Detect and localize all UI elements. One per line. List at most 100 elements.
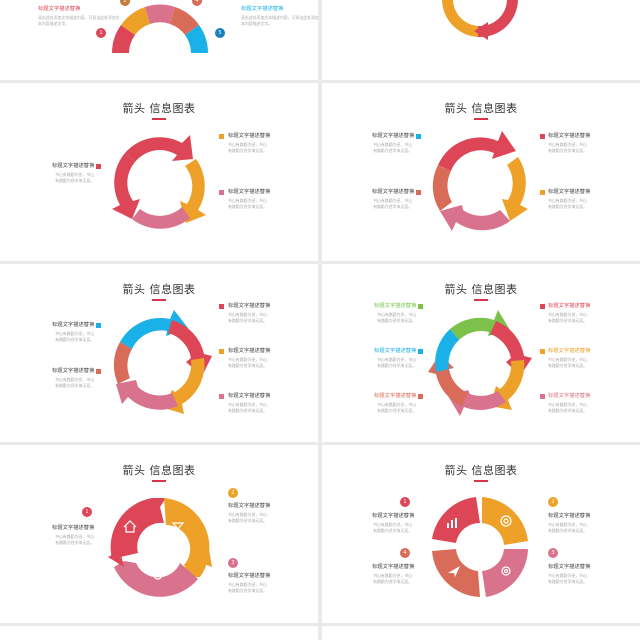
item-desc: 书山有路勤为径，书山 有路勤为径学海无涯。 bbox=[377, 312, 416, 323]
item-desc: 书山有路勤为径，书山 有路勤为径学海无涯。 bbox=[55, 331, 94, 342]
item-desc: 双击此处添加文本描述内容，可双击此处添加文本内容描述文字。 bbox=[241, 15, 318, 26]
legend-marker bbox=[540, 304, 545, 309]
flower-icon bbox=[171, 522, 185, 533]
gear-icon bbox=[153, 570, 163, 580]
item-desc: 书山有路勤为径，书山 有路勤为径学海无涯。 bbox=[373, 522, 412, 533]
legend-marker bbox=[540, 190, 545, 195]
item-desc: 书山有路勤为径，书山 有路勤为径学海无涯。 bbox=[55, 534, 94, 545]
item-desc: 书山有路勤为径，书山 有路勤为径学海无涯。 bbox=[228, 357, 267, 368]
item-desc: 书山有路勤为径，书山 有路勤为径学海无涯。 bbox=[548, 402, 587, 413]
item-title: 标题文字描述替换 bbox=[228, 303, 271, 309]
legend-marker bbox=[219, 349, 224, 354]
arrow-ring-chart bbox=[442, 0, 518, 40]
badge-4: 4 bbox=[192, 0, 202, 6]
legend-marker bbox=[540, 349, 545, 354]
item-title: 标题文字描述替换 bbox=[374, 348, 417, 354]
slide-6[interactable]: 箭头 信息图表 标题文字描述替换 书山有路勤为径，书山 有路勤为径学海无涯。 标题… bbox=[322, 264, 640, 442]
item-desc: 书山有路勤为径，书山 有路勤为径学海无涯。 bbox=[377, 402, 416, 413]
item-desc: 书山有路勤为径，书山 有路勤为径学海无涯。 bbox=[377, 357, 416, 368]
gear-icon bbox=[501, 566, 511, 576]
item-title: 标题文字描述替换 bbox=[548, 393, 591, 399]
segmented-ring-chart bbox=[108, 498, 212, 597]
slide-title: 箭头 信息图表 bbox=[444, 283, 518, 296]
badge-1: 1 bbox=[96, 28, 106, 38]
home-icon bbox=[123, 520, 137, 533]
slide-title: 箭头 信息图表 bbox=[122, 464, 196, 477]
badge-2: 2 bbox=[548, 497, 558, 507]
chart-icon bbox=[447, 518, 457, 528]
item-title: 标题文字描述替换 bbox=[374, 303, 417, 309]
item-title: 标题文字描述替换 bbox=[548, 189, 591, 195]
item-title: 标题文字描述替换 bbox=[52, 163, 95, 169]
legend-marker bbox=[219, 394, 224, 399]
legend-marker bbox=[96, 323, 101, 328]
slide-title: 箭头 信息图表 bbox=[444, 464, 518, 477]
slide-5[interactable]: 箭头 信息图表 标题文字描述替换 书山有路勤为径，书山 有路勤为径学海无涯。 标题… bbox=[0, 264, 318, 442]
item-title: 标题文字描述替换 bbox=[52, 368, 95, 374]
arrow-cycle-chart bbox=[113, 310, 212, 414]
arrow-cycle-chart bbox=[112, 135, 206, 229]
item-desc: 书山有路勤为径，书山 有路勤为径学海无涯。 bbox=[228, 312, 267, 323]
item-title: 标题文字描述替换 bbox=[374, 393, 417, 399]
slide-title: 箭头 信息图表 bbox=[444, 102, 518, 115]
slide-title: 箭头 信息图表 bbox=[122, 102, 196, 115]
item-desc: 书山有路勤为径，书山 有路勤为径学海无涯。 bbox=[228, 142, 267, 153]
slide-title: 箭头 信息图表 bbox=[122, 283, 196, 296]
badge-3: 3 bbox=[548, 548, 558, 558]
item-title: 标题文字描述替换 bbox=[372, 189, 415, 195]
item-desc: 双击此处添加文本描述内容，可双击此处添加文本内容描述文字。 bbox=[38, 15, 120, 26]
legend-marker bbox=[219, 304, 224, 309]
item-desc: 书山有路勤为径，书山 有路勤为径学海无涯。 bbox=[373, 198, 412, 209]
legend-marker bbox=[540, 134, 545, 139]
legend-marker bbox=[219, 190, 224, 195]
title-underline bbox=[474, 299, 488, 301]
plane-icon bbox=[448, 566, 460, 577]
item-title: 标题文字描述替换 bbox=[548, 564, 591, 570]
segmented-ring-chart bbox=[432, 497, 528, 597]
badge-5: 5 bbox=[215, 28, 225, 38]
item-title: 标题文字描述替换 bbox=[228, 189, 271, 195]
item-desc: 书山有路勤为径，书山 有路勤为径学海无涯。 bbox=[548, 573, 587, 584]
legend-marker bbox=[418, 349, 423, 354]
item-desc: 书山有路勤为径，书山 有路勤为径学海无涯。 bbox=[548, 198, 587, 209]
slide-1[interactable]: 标题文字描述替换 双击此处添加文本描述内容，可双击此处添加文本内容描述文字。 标… bbox=[0, 0, 318, 80]
legend-marker bbox=[418, 394, 423, 399]
item-desc: 书山有路勤为径，书山 有路勤为径学海无涯。 bbox=[55, 377, 94, 388]
legend-marker bbox=[96, 369, 101, 374]
item-title: 标题文字描述替换 bbox=[548, 513, 591, 519]
title-underline bbox=[474, 480, 488, 482]
item-title: 标题文字描述替换 bbox=[372, 513, 415, 519]
item-title: 标题文字描述替换 bbox=[372, 133, 415, 139]
arrow-cycle-chart bbox=[432, 131, 528, 231]
badge-2: 2 bbox=[120, 0, 130, 6]
slide-9[interactable] bbox=[0, 626, 318, 640]
item-title: 标题文字描述替换 bbox=[548, 348, 591, 354]
badge-4: 4 bbox=[400, 548, 410, 558]
item-title: 标题文字描述替换 bbox=[52, 525, 95, 531]
item-title: 标题文字描述替换 bbox=[38, 6, 81, 12]
badge-3: 3 bbox=[228, 558, 238, 568]
item-desc: 书山有路勤为径，书山 有路勤为径学海无涯。 bbox=[548, 357, 587, 368]
legend-marker bbox=[418, 304, 423, 309]
slide-7[interactable]: 箭头 信息图表 1 标题文字描述替换 书山有路勤为径，书山 有路勤为径学海无涯。 … bbox=[0, 445, 318, 623]
item-title: 标题文字描述替换 bbox=[241, 6, 284, 12]
legend-marker bbox=[416, 134, 421, 139]
item-title: 标题文字描述替换 bbox=[52, 322, 95, 328]
title-underline bbox=[474, 118, 488, 120]
slide-8[interactable]: 箭头 信息图表 1 标题文字描述替换 书山有路勤为径，书山 有路 bbox=[322, 445, 640, 623]
slide-2[interactable] bbox=[322, 0, 640, 80]
item-title: 标题文字描述替换 bbox=[228, 348, 271, 354]
legend-marker bbox=[96, 164, 101, 169]
slide-10[interactable] bbox=[322, 626, 640, 640]
badge-1: 1 bbox=[82, 507, 92, 517]
slide-4[interactable]: 箭头 信息图表 标题文字描述替换 书山有路勤为径，书山 有路勤为径学海无涯。 标题… bbox=[322, 83, 640, 261]
badge-2: 2 bbox=[228, 488, 238, 498]
item-desc: 书山有路勤为径，书山 有路勤为径学海无涯。 bbox=[548, 312, 587, 323]
item-desc: 书山有路勤为径，书山 有路勤为径学海无涯。 bbox=[548, 522, 587, 533]
item-title: 标题文字描述替换 bbox=[548, 303, 591, 309]
item-desc: 书山有路勤为径，书山 有路勤为径学海无涯。 bbox=[373, 142, 412, 153]
legend-marker bbox=[416, 190, 421, 195]
slide-3[interactable]: 箭头 信息图表 标题文字描述替换 书山有路勤为径，书山 有路勤为径学海无涯。 标题… bbox=[0, 83, 318, 261]
item-title: 标题文字描述替换 bbox=[228, 503, 271, 509]
item-desc: 书山有路勤为径，书山 有路勤为径学海无涯。 bbox=[228, 582, 267, 593]
